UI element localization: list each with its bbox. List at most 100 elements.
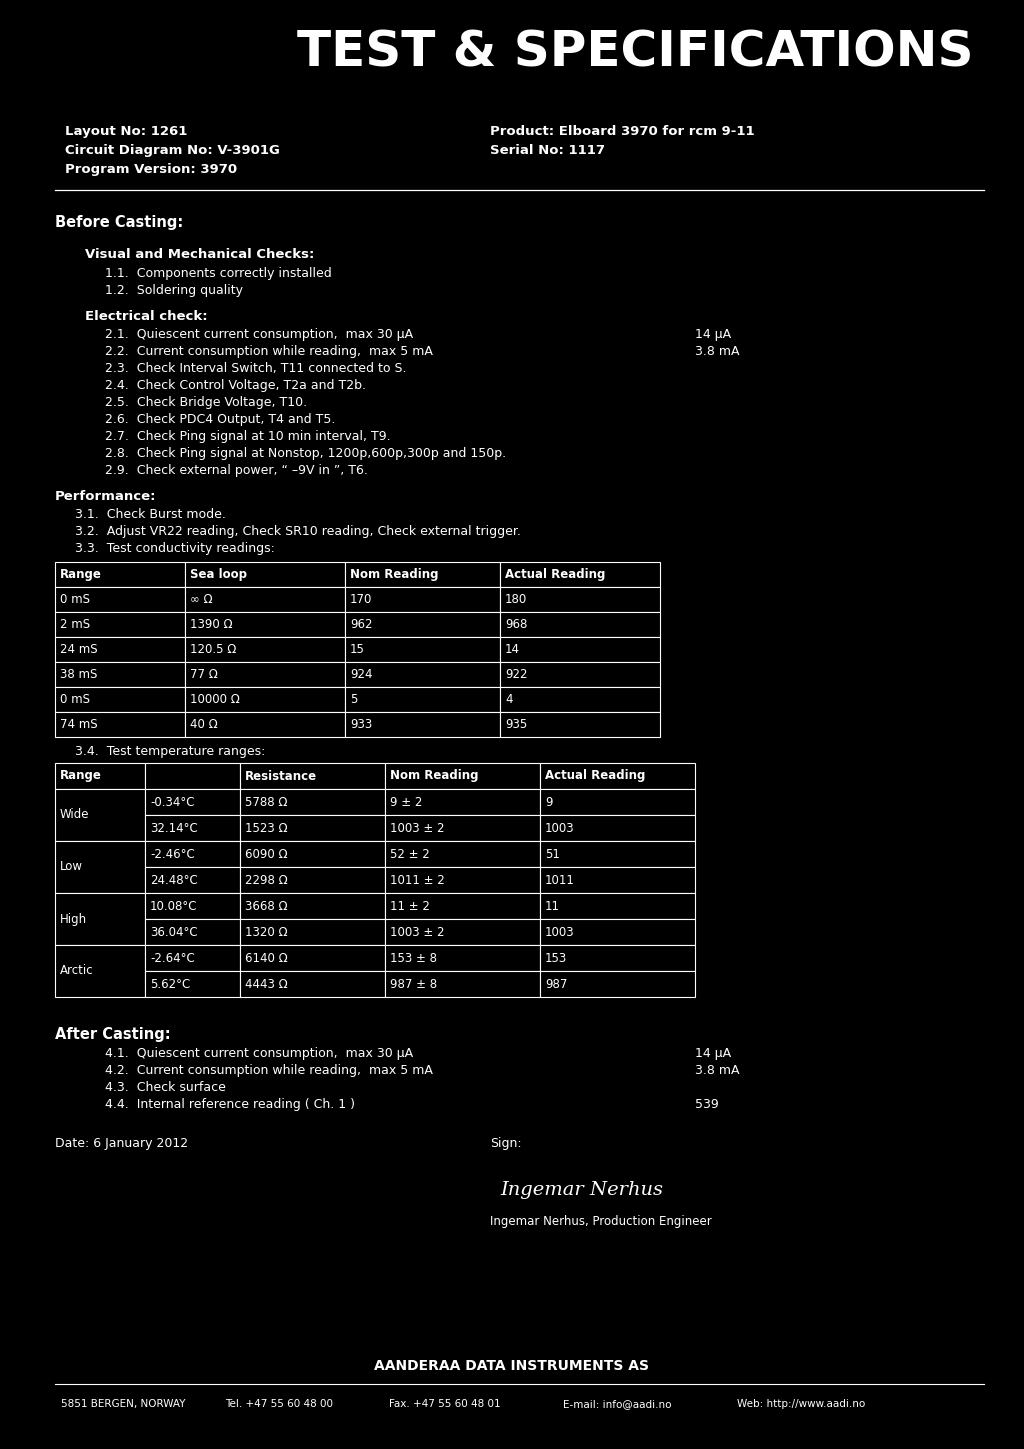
Bar [55,638,185,662]
Text: Sea loop: Sea loop [190,568,247,581]
Bar [500,662,660,687]
Text: Before Casting:: Before Casting: [55,214,183,230]
Text: 968: 968 [505,619,527,630]
Text: 2.7.  Check Ping signal at 10 min interval, T9.: 2.7. Check Ping signal at 10 min interva… [105,430,390,443]
Text: 4: 4 [505,693,512,706]
Text: 74 mS: 74 mS [60,719,97,730]
Text: 924: 924 [350,668,373,681]
Text: Visual and Mechanical Checks:: Visual and Mechanical Checks: [85,248,314,261]
Bar [385,814,540,840]
Text: Serial No: 1117: Serial No: 1117 [490,143,605,156]
Bar [345,638,500,662]
Bar [55,611,185,638]
Text: 1003: 1003 [545,822,574,835]
Bar [185,638,345,662]
Text: 1011: 1011 [545,874,574,887]
Bar [185,662,345,687]
Text: Program Version: 3970: Program Version: 3970 [65,162,238,175]
Text: 10.08°C: 10.08°C [150,900,198,913]
Bar [345,662,500,687]
Text: Circuit Diagram No: V-3901G: Circuit Diagram No: V-3901G [65,143,280,156]
Bar [385,867,540,893]
Bar [240,790,385,814]
Text: 1390 Ω: 1390 Ω [190,619,232,630]
Text: 935: 935 [505,719,527,730]
Bar [240,814,385,840]
Text: After Casting:: After Casting: [55,1027,171,1042]
Bar [385,764,540,790]
Bar [385,840,540,867]
Text: High: High [60,913,87,926]
Text: 1.1.  Components correctly installed: 1.1. Components correctly installed [105,267,332,280]
Text: 6140 Ω: 6140 Ω [245,952,288,965]
Text: 2.5.  Check Bridge Voltage, T10.: 2.5. Check Bridge Voltage, T10. [105,396,307,409]
Text: Layout No: 1261: Layout No: 1261 [65,125,187,138]
Bar [540,945,695,971]
Bar [185,711,345,738]
Bar [385,893,540,919]
Text: Wide: Wide [60,809,89,822]
Text: 1320 Ω: 1320 Ω [245,926,288,939]
Bar [145,945,240,971]
Text: 0 mS: 0 mS [60,693,90,706]
Text: 4443 Ω: 4443 Ω [245,978,288,991]
Bar [240,919,385,945]
Text: 4.4.  Internal reference reading ( Ch. 1 ): 4.4. Internal reference reading ( Ch. 1 … [105,1098,355,1111]
Bar [385,919,540,945]
Bar [500,687,660,711]
Text: 170: 170 [350,593,373,606]
Text: 539: 539 [695,1098,719,1111]
Text: Date: 6 January 2012: Date: 6 January 2012 [55,1137,188,1151]
Text: 3.4.  Test temperature ranges:: 3.4. Test temperature ranges: [75,745,265,758]
Text: -2.46°C: -2.46°C [150,848,195,861]
Text: Ingemar Nerhus, Production Engineer: Ingemar Nerhus, Production Engineer [490,1216,712,1227]
Text: 3.1.  Check Burst mode.: 3.1. Check Burst mode. [75,509,226,522]
Bar [145,814,240,840]
Bar [345,687,500,711]
Text: 3.8 mA: 3.8 mA [695,345,739,358]
Text: Tel. +47 55 60 48 00: Tel. +47 55 60 48 00 [225,1398,333,1408]
Text: 1011 ± 2: 1011 ± 2 [390,874,444,887]
Text: AANDERAA DATA INSTRUMENTS AS: AANDERAA DATA INSTRUMENTS AS [375,1359,649,1374]
Text: 11: 11 [545,900,560,913]
Text: 3668 Ω: 3668 Ω [245,900,288,913]
Text: 24 mS: 24 mS [60,643,97,656]
Text: Arctic: Arctic [60,965,93,978]
Text: 5788 Ω: 5788 Ω [245,796,288,809]
Text: Actual Reading: Actual Reading [545,769,645,782]
Bar [55,790,145,840]
Bar [500,587,660,611]
Text: 120.5 Ω: 120.5 Ω [190,643,237,656]
Bar [55,893,145,945]
Text: 987 ± 8: 987 ± 8 [390,978,437,991]
Text: 153: 153 [545,952,567,965]
Bar [385,790,540,814]
Bar [145,790,240,814]
Text: 14: 14 [505,643,520,656]
Bar [55,662,185,687]
Text: 153 ± 8: 153 ± 8 [390,952,437,965]
Text: ∞ Ω: ∞ Ω [190,593,213,606]
Text: 4.3.  Check surface: 4.3. Check surface [105,1081,226,1094]
Bar [540,919,695,945]
Text: Electrical check:: Electrical check: [85,310,208,323]
Bar [345,562,500,587]
Text: 987: 987 [545,978,567,991]
Text: 38 mS: 38 mS [60,668,97,681]
Bar [145,971,240,997]
Text: 2.4.  Check Control Voltage, T2a and T2b.: 2.4. Check Control Voltage, T2a and T2b. [105,380,366,393]
Text: 52 ± 2: 52 ± 2 [390,848,430,861]
Bar [345,711,500,738]
Bar [500,562,660,587]
Text: Performance:: Performance: [55,490,157,503]
Text: 1523 Ω: 1523 Ω [245,822,288,835]
Bar [145,919,240,945]
Text: Nom Reading: Nom Reading [390,769,478,782]
Text: 10000 Ω: 10000 Ω [190,693,240,706]
Text: 922: 922 [505,668,527,681]
Bar [55,562,185,587]
Bar [55,764,145,790]
Text: Actual Reading: Actual Reading [505,568,605,581]
Text: Nom Reading: Nom Reading [350,568,438,581]
Text: Resistance: Resistance [245,769,317,782]
